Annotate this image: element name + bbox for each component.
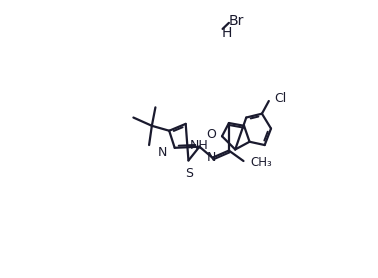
Text: Br: Br bbox=[229, 14, 244, 28]
Text: H: H bbox=[222, 26, 232, 40]
Text: CH₃: CH₃ bbox=[250, 157, 272, 170]
Text: S: S bbox=[186, 167, 194, 180]
Text: N: N bbox=[206, 151, 216, 164]
Text: N: N bbox=[158, 146, 167, 159]
Text: NH: NH bbox=[190, 139, 209, 152]
Text: O: O bbox=[206, 128, 216, 141]
Text: Cl: Cl bbox=[274, 92, 286, 105]
